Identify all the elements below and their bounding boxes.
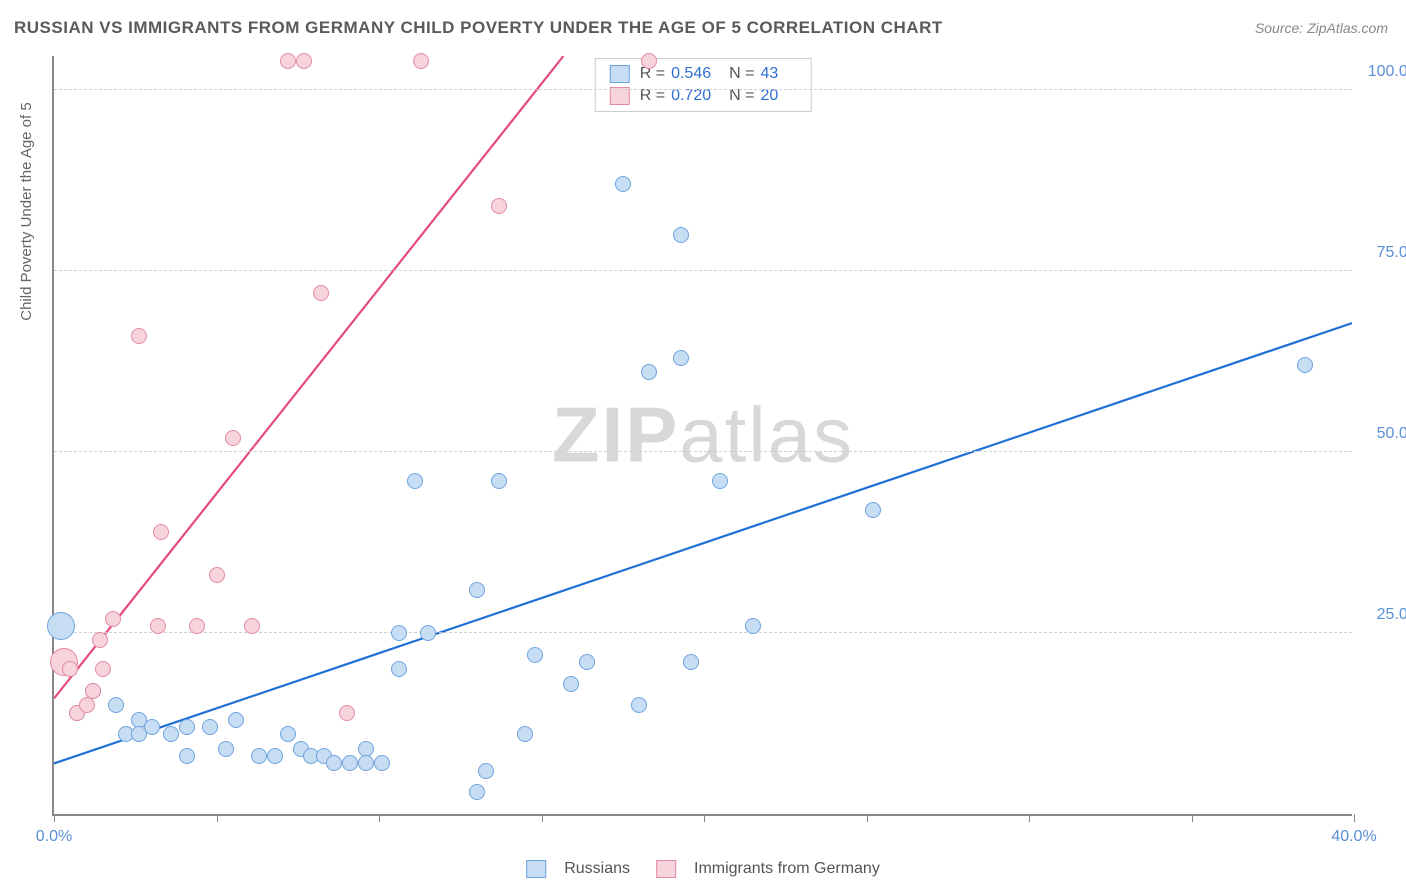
scatter-point-germany xyxy=(491,198,507,214)
series-legend: Russians Immigrants from Germany xyxy=(526,860,880,878)
x-tick xyxy=(542,814,543,822)
scatter-point-germany xyxy=(244,618,260,634)
legend-item-russians: Russians xyxy=(526,860,630,878)
scatter-point-germany xyxy=(62,661,78,677)
scatter-point-russians xyxy=(391,625,407,641)
scatter-point-germany xyxy=(280,53,296,69)
legend-swatch-germany xyxy=(656,860,676,878)
x-tick xyxy=(54,814,55,822)
scatter-point-germany xyxy=(413,53,429,69)
plot-area: ZIPatlas R =0.546N =43R =0.720N =20 25.0… xyxy=(52,56,1352,816)
scatter-point-russians xyxy=(683,654,699,670)
scatter-point-germany xyxy=(641,53,657,69)
scatter-point-russians xyxy=(144,719,160,735)
grid-line xyxy=(54,270,1352,271)
legend-swatch-russians xyxy=(610,65,630,83)
scatter-point-russians xyxy=(280,726,296,742)
y-tick-label: 75.0% xyxy=(1362,244,1406,262)
stats-n-label: N = xyxy=(729,65,754,83)
scatter-point-russians xyxy=(267,748,283,764)
scatter-point-germany xyxy=(209,567,225,583)
scatter-point-russians xyxy=(615,176,631,192)
legend-label: Immigrants from Germany xyxy=(694,860,880,878)
trend-line-germany xyxy=(54,56,563,698)
scatter-point-russians xyxy=(712,473,728,489)
stats-n-value: 43 xyxy=(760,65,778,83)
scatter-point-russians xyxy=(563,676,579,692)
y-tick-label: 25.0% xyxy=(1362,606,1406,624)
legend-item-germany: Immigrants from Germany xyxy=(656,860,880,878)
x-tick xyxy=(217,814,218,822)
y-tick-label: 100.0% xyxy=(1362,63,1406,81)
scatter-point-russians xyxy=(108,697,124,713)
scatter-point-russians xyxy=(469,784,485,800)
scatter-point-germany xyxy=(95,661,111,677)
scatter-point-germany xyxy=(189,618,205,634)
chart-title: RUSSIAN VS IMMIGRANTS FROM GERMANY CHILD… xyxy=(14,18,943,38)
y-axis-label: Child Poverty Under the Age of 5 xyxy=(18,102,35,320)
scatter-point-russians xyxy=(47,612,75,640)
scatter-point-russians xyxy=(407,473,423,489)
scatter-point-russians xyxy=(251,748,267,764)
scatter-point-germany xyxy=(296,53,312,69)
stats-r-value: 0.546 xyxy=(671,65,711,83)
scatter-point-russians xyxy=(673,350,689,366)
scatter-point-russians xyxy=(179,719,195,735)
scatter-point-russians xyxy=(517,726,533,742)
scatter-point-russians xyxy=(527,647,543,663)
trend-lines-svg xyxy=(54,56,1352,814)
scatter-point-russians xyxy=(218,741,234,757)
scatter-point-russians xyxy=(342,755,358,771)
scatter-point-germany xyxy=(131,328,147,344)
scatter-point-russians xyxy=(326,755,342,771)
scatter-point-russians xyxy=(420,625,436,641)
scatter-point-russians xyxy=(374,755,390,771)
scatter-point-germany xyxy=(339,705,355,721)
scatter-point-russians xyxy=(673,227,689,243)
stats-legend: R =0.546N =43R =0.720N =20 xyxy=(595,58,812,112)
scatter-point-russians xyxy=(228,712,244,728)
x-tick xyxy=(867,814,868,822)
scatter-point-russians xyxy=(391,661,407,677)
scatter-point-germany xyxy=(225,430,241,446)
x-tick xyxy=(1029,814,1030,822)
legend-swatch-russians xyxy=(526,860,546,878)
scatter-point-russians xyxy=(163,726,179,742)
scatter-point-germany xyxy=(79,697,95,713)
grid-line xyxy=(54,451,1352,452)
scatter-point-russians xyxy=(631,697,647,713)
scatter-point-russians xyxy=(745,618,761,634)
scatter-point-germany xyxy=(313,285,329,301)
scatter-point-germany xyxy=(85,683,101,699)
x-tick xyxy=(379,814,380,822)
scatter-point-russians xyxy=(865,502,881,518)
scatter-point-russians xyxy=(358,755,374,771)
x-tick xyxy=(1192,814,1193,822)
watermark: ZIPatlas xyxy=(552,390,854,481)
scatter-point-russians xyxy=(179,748,195,764)
scatter-point-russians xyxy=(491,473,507,489)
scatter-point-russians xyxy=(478,763,494,779)
stats-row-russians: R =0.546N =43 xyxy=(596,63,811,85)
scatter-point-russians xyxy=(469,582,485,598)
scatter-point-russians xyxy=(202,719,218,735)
source-attribution: Source: ZipAtlas.com xyxy=(1255,20,1388,36)
legend-label: Russians xyxy=(564,860,630,878)
y-tick-label: 50.0% xyxy=(1362,425,1406,443)
x-tick-label: 0.0% xyxy=(36,828,72,846)
scatter-point-russians xyxy=(579,654,595,670)
scatter-point-russians xyxy=(1297,357,1313,373)
scatter-point-germany xyxy=(105,611,121,627)
x-tick xyxy=(1354,814,1355,822)
scatter-point-germany xyxy=(153,524,169,540)
scatter-point-germany xyxy=(150,618,166,634)
scatter-point-germany xyxy=(92,632,108,648)
x-tick xyxy=(704,814,705,822)
x-tick-label: 40.0% xyxy=(1331,828,1376,846)
grid-line xyxy=(54,89,1352,90)
scatter-point-russians xyxy=(641,364,657,380)
chart-container: RUSSIAN VS IMMIGRANTS FROM GERMANY CHILD… xyxy=(0,0,1406,892)
trend-line-russians xyxy=(54,323,1352,763)
